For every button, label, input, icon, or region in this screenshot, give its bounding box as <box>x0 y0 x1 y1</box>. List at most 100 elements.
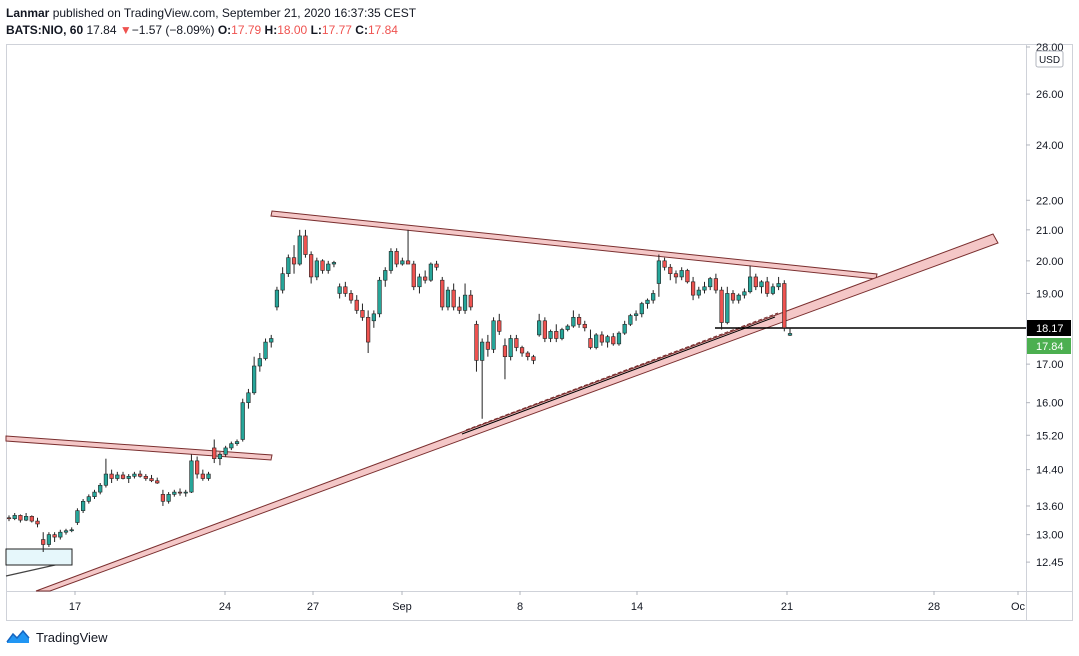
support-channel[interactable] <box>35 233 999 592</box>
range-box[interactable] <box>5 548 73 566</box>
candle-body <box>269 338 274 343</box>
candle-body <box>52 534 57 538</box>
inner-support-line-2[interactable] <box>465 312 779 431</box>
candle-body <box>348 293 354 301</box>
candle-body <box>411 263 416 288</box>
close-value: 17.84 <box>367 23 398 37</box>
candle-body <box>24 516 29 521</box>
candle-body <box>633 313 639 316</box>
published-text: published on TradingView.com, September … <box>49 6 417 20</box>
candle-body <box>229 443 234 449</box>
candle-body <box>685 270 690 283</box>
close-label: C: <box>355 23 368 37</box>
low-value: 17.77 <box>321 23 352 37</box>
candle-body <box>582 323 587 329</box>
candle-body <box>514 338 519 348</box>
candle-body <box>160 494 166 502</box>
candle-body <box>75 510 80 523</box>
candle-body <box>177 491 183 494</box>
price-axis[interactable]: 28.0026.0024.0022.0021.0020.0019.0018.00… <box>1026 42 1064 569</box>
candle-body <box>383 270 388 281</box>
upper-trendline[interactable] <box>270 210 878 280</box>
candle-body <box>189 460 194 493</box>
candle-body <box>320 260 325 271</box>
candle-body <box>571 317 576 327</box>
candle-body <box>656 260 661 284</box>
currency-label: USD <box>1039 55 1060 66</box>
x-tick-label: 21 <box>781 601 793 613</box>
x-tick-label: 17 <box>69 601 81 613</box>
high-value: 18.00 <box>277 23 308 37</box>
y-tick-label: 12.45 <box>1036 557 1064 569</box>
publisher-name[interactable]: Lanmar <box>6 6 50 20</box>
y-tick-label: 13.00 <box>1036 530 1064 542</box>
candle-body <box>246 392 251 403</box>
candle-body <box>531 356 536 361</box>
left-resistance-line[interactable] <box>5 435 273 461</box>
x-tick-label: 24 <box>219 601 231 613</box>
candle-body <box>274 289 280 308</box>
candle-body <box>360 310 365 318</box>
candle-body <box>69 529 74 532</box>
candle-body <box>29 516 34 522</box>
symbol-label[interactable]: BATS:NIO, 60 <box>6 23 84 37</box>
inner-support-line-1[interactable] <box>461 316 776 435</box>
candle-body <box>143 475 148 479</box>
y-tick-label: 26.00 <box>1036 89 1064 101</box>
candle-body <box>576 317 582 325</box>
price-change: −1.57 (−8.09%) <box>131 23 215 37</box>
candle-body <box>252 365 257 394</box>
x-tick-label: 27 <box>307 601 319 613</box>
drawings[interactable] <box>5 210 1026 592</box>
candle-body <box>138 473 143 477</box>
candle-body <box>497 320 502 332</box>
candle-body <box>103 473 109 486</box>
price-tag-box <box>1027 320 1071 336</box>
candle-body <box>730 293 736 301</box>
candle-body <box>98 484 103 493</box>
candle-body <box>759 281 764 288</box>
candle-body <box>662 260 667 268</box>
price-tag-box <box>1027 338 1071 354</box>
candle-body <box>400 260 405 265</box>
candle-body <box>594 334 599 348</box>
candle-body <box>542 320 547 339</box>
x-tick-label: 14 <box>631 601 643 613</box>
y-tick-label: 14.40 <box>1036 465 1064 477</box>
candle-body <box>628 315 633 325</box>
candle-body <box>35 520 40 525</box>
tradingview-brand[interactable]: TradingView <box>36 629 108 645</box>
candle-body <box>559 329 565 339</box>
candle-body <box>223 447 228 455</box>
candle-body <box>708 278 713 288</box>
candle-body <box>41 539 46 545</box>
candle-body <box>388 251 394 271</box>
candle-body <box>280 273 285 291</box>
candle-body <box>525 352 530 358</box>
candle-body <box>120 474 126 479</box>
candle-body <box>725 293 730 323</box>
candle-body <box>782 283 787 329</box>
candle-body <box>770 286 775 294</box>
candle-body <box>63 530 69 533</box>
candle-body <box>673 273 679 278</box>
candle-body <box>776 283 781 288</box>
candle-body <box>263 341 268 359</box>
candle-body <box>468 294 473 308</box>
open-value: 17.79 <box>231 23 262 37</box>
candlestick-series <box>6 229 793 552</box>
candle-body <box>474 323 479 361</box>
tradingview-logo-icon[interactable] <box>6 630 30 644</box>
candle-body <box>719 289 724 323</box>
candle-body <box>787 333 793 336</box>
candle-body <box>115 474 120 479</box>
time-axis[interactable]: 17 24 27 Sep 8 14 21 28 Oc <box>69 591 1026 613</box>
candle-body <box>428 263 433 281</box>
y-tick-label: 22.00 <box>1036 195 1064 207</box>
currency-box[interactable] <box>1035 50 1064 68</box>
candle-body <box>58 531 63 538</box>
candle-body <box>605 336 610 343</box>
candle-body <box>599 334 604 343</box>
candle-body <box>423 276 428 281</box>
